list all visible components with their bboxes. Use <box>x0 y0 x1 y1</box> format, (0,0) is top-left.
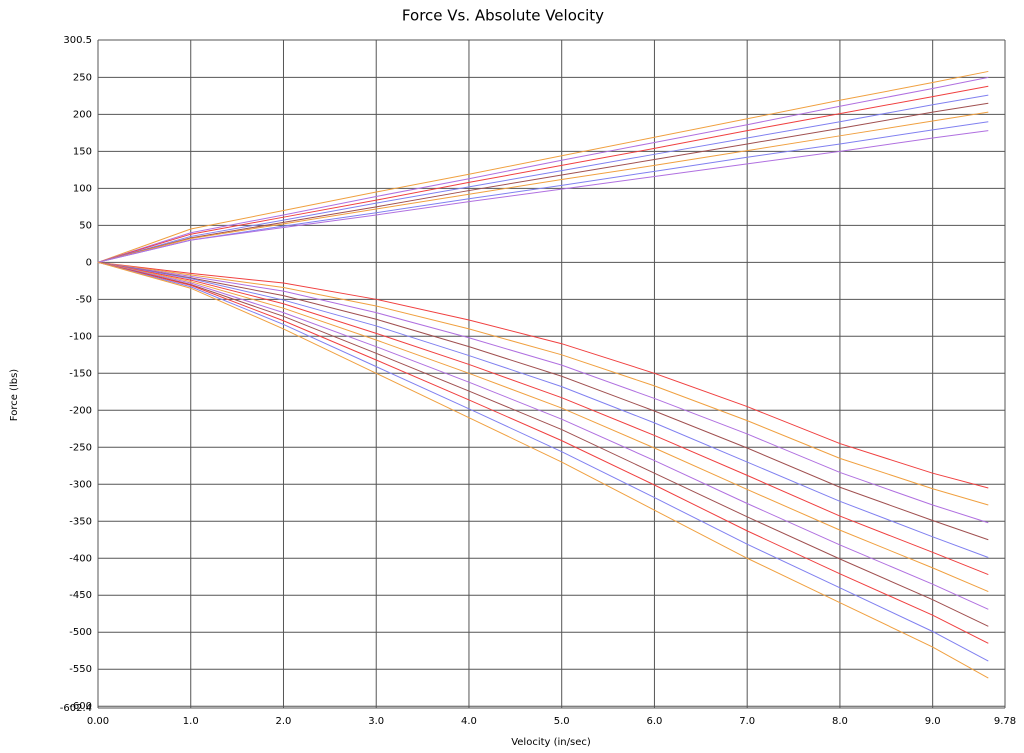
x-tick-label: 3.0 <box>368 716 384 727</box>
series-line <box>97 121 989 263</box>
x-tick-label: 0.00 <box>87 716 109 727</box>
y-tick-label: -550 <box>69 664 92 675</box>
x-tick-label: 9.78 <box>994 716 1016 727</box>
y-tick-label: -200 <box>69 405 92 416</box>
x-tick-label: 1.0 <box>183 716 199 727</box>
series-line <box>97 261 989 644</box>
series-line <box>97 130 989 263</box>
chart-title: Force Vs. Absolute Velocity <box>402 7 604 25</box>
y-tick-label: -100 <box>69 331 92 342</box>
x-tick-label: 9.0 <box>925 716 941 727</box>
x-tick-label: 2.0 <box>276 716 292 727</box>
y-tick-label: -250 <box>69 442 92 453</box>
y-tick-label: -400 <box>69 553 92 564</box>
x-tick-label: 8.0 <box>832 716 848 727</box>
y-tick-label: -300 <box>69 479 92 490</box>
series-line <box>97 261 989 575</box>
series-line <box>97 76 989 263</box>
series-line <box>97 111 989 263</box>
x-tick-label: 6.0 <box>646 716 662 727</box>
series-line <box>97 261 989 679</box>
series-line <box>97 261 989 610</box>
series-line <box>97 261 989 489</box>
series-line <box>97 261 989 524</box>
y-axis-label: Force (lbs) <box>9 369 20 421</box>
x-tick-label: 5.0 <box>554 716 570 727</box>
series-line <box>97 261 989 541</box>
y-tick-label: 200 <box>73 109 92 120</box>
series-line <box>97 261 989 627</box>
series-line <box>97 261 989 558</box>
series-line <box>97 102 989 263</box>
series-line <box>97 70 989 263</box>
y-tick-label: 50 <box>79 220 92 231</box>
y-tick-label: -450 <box>69 590 92 601</box>
y-tick-label: 0 <box>86 257 92 268</box>
y-tick-label: 150 <box>73 146 92 157</box>
x-tick-label: 7.0 <box>739 716 755 727</box>
series-line <box>97 85 989 263</box>
y-tick-label: -150 <box>69 368 92 379</box>
y-tick-label: 100 <box>73 183 92 194</box>
y-tick-label: 300.5 <box>63 35 92 46</box>
series-line <box>97 261 989 593</box>
series-line <box>97 261 989 662</box>
x-axis-label: Velocity (in/sec) <box>511 737 591 748</box>
y-tick-label: 250 <box>73 72 92 83</box>
y-tick-label: -350 <box>69 516 92 527</box>
series-line <box>97 94 989 263</box>
y-tick-label: -600 <box>69 701 92 712</box>
x-tick-label: 4.0 <box>461 716 477 727</box>
y-tick-label: -500 <box>69 627 92 638</box>
y-tick-label: -602.4 <box>60 703 92 714</box>
y-tick-label: -50 <box>76 294 92 305</box>
series-line <box>97 261 989 506</box>
